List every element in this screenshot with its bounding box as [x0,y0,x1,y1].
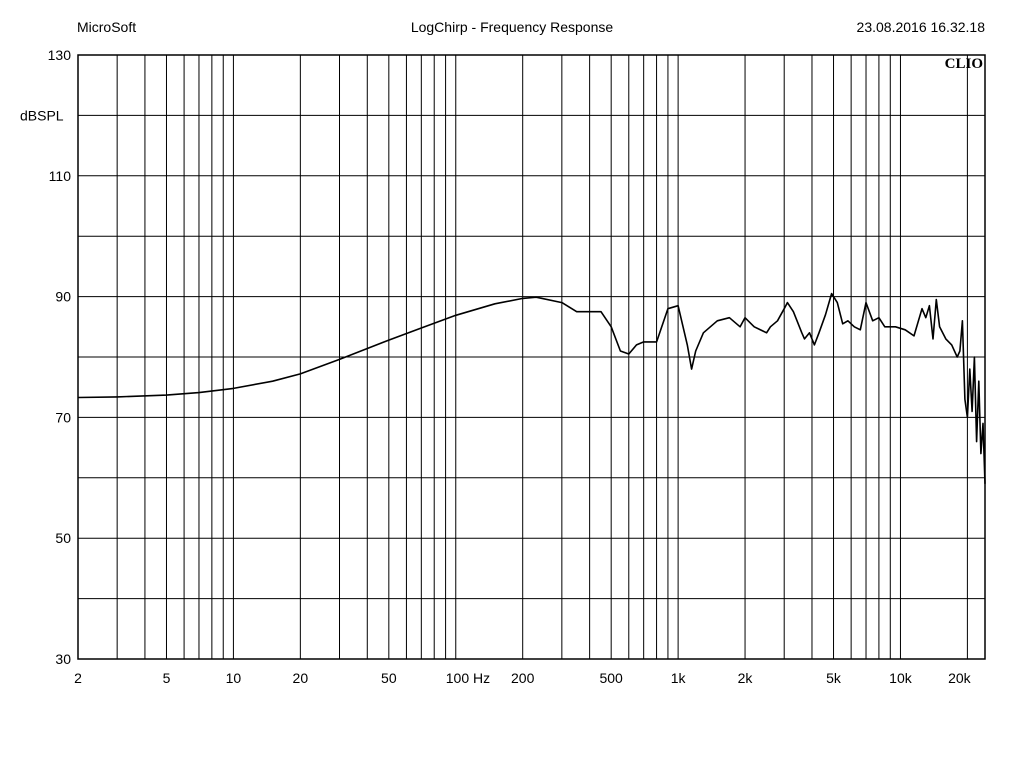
horizontal-grid-lines [78,114,985,600]
x-tick-label: 2 [74,670,82,686]
x-tick-label: 20k [948,670,972,686]
series-line [77,292,986,484]
x-tick-label: 500 [599,670,623,686]
header-left-label: MicroSoft [77,19,137,35]
clio-logo: CLIO [945,56,983,72]
x-tick-label: 200 [511,670,535,686]
y-tick-label: 70 [55,409,71,425]
x-tick-label: 50 [381,670,397,686]
x-tick-label: 2k [738,670,754,686]
y-axis-label: dBSPL [20,107,64,123]
y-tick-label: 50 [55,530,71,546]
y-axis-tick-labels: 130 110 90 70 50 30 [48,47,72,667]
x-tick-label: 100 Hz [446,670,490,686]
x-tick-label: 20 [293,670,309,686]
x-tick-label: 1k [671,670,687,686]
x-tick-label: 10 [226,670,242,686]
x-axis-tick-labels: 2 5 10 20 50 100 Hz 200 500 1k 2k 5k 10k 20k [74,670,972,686]
plot-frame [77,54,986,660]
y-tick-label: 90 [55,289,71,305]
y-tick-label: 130 [48,47,72,63]
chart-title: LogChirp - Frequency Response [410,19,614,35]
x-tick-label: 5 [163,670,171,686]
x-tick-label: 10k [889,670,913,686]
y-tick-label: 110 [49,168,72,184]
x-tick-label: 5k [826,670,842,686]
y-tick-label: 30 [55,651,71,667]
timestamp: 23.08.2016 16.32.18 [856,19,985,35]
